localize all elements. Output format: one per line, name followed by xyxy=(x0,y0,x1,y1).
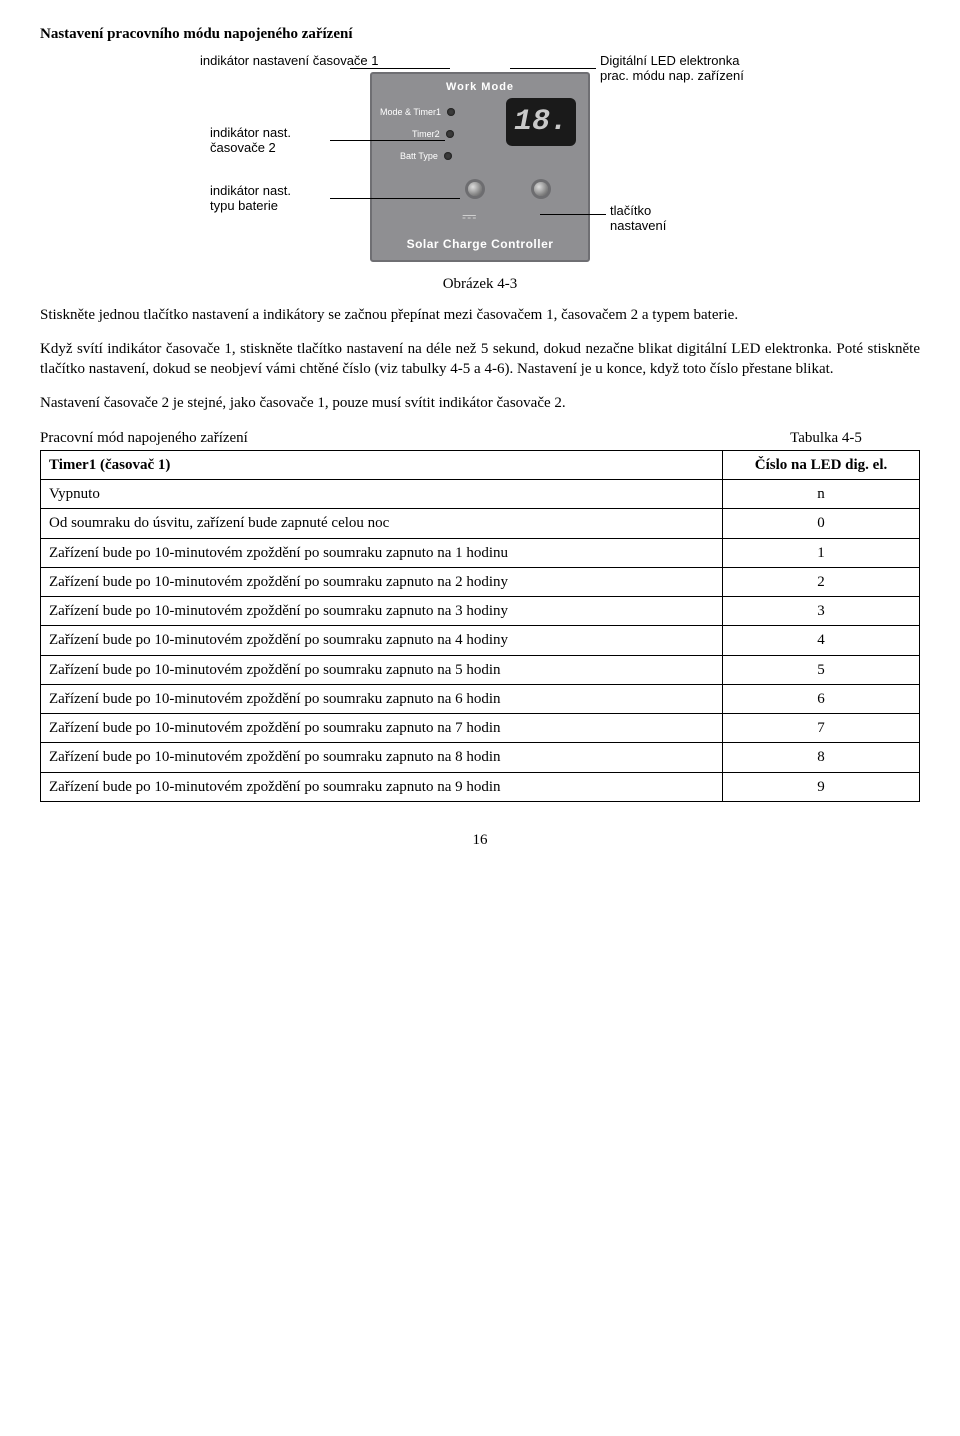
table-cell-value: 9 xyxy=(723,772,920,801)
device-illustration: Work Mode Mode & Timer1 Timer2 Batt Type… xyxy=(370,72,590,262)
device-row1-text: Mode & Timer1 xyxy=(380,106,441,118)
table-cell-value: 1 xyxy=(723,538,920,567)
device-footer: Solar Charge Controller xyxy=(372,236,588,252)
device-workmode-label: Work Mode xyxy=(380,80,580,95)
table-cell-label: Zařízení bude po 10-minutovém zpoždění p… xyxy=(41,714,723,743)
table-header-right: Číslo na LED dig. el. xyxy=(723,450,920,479)
paragraph-2: Když svítí indikátor časovače 1, stiskně… xyxy=(40,339,920,380)
label-digital-led: Digitální LED elektronka prac. módu nap.… xyxy=(600,54,770,84)
table-cell-label: Zařízení bude po 10-minutovém zpoždění p… xyxy=(41,655,723,684)
leader-line xyxy=(540,214,606,215)
table-cell-value: 8 xyxy=(723,743,920,772)
table-cell-value: 2 xyxy=(723,567,920,596)
table-cell-label: Vypnuto xyxy=(41,480,723,509)
label-indicator-timer1: indikátor nastavení časovače 1 xyxy=(200,54,400,69)
label-indicator-timer2: indikátor nast. časovače 2 xyxy=(210,126,340,156)
divider-icon: ⎓ xyxy=(462,204,476,228)
table-row: Zařízení bude po 10-minutovém zpoždění p… xyxy=(41,714,920,743)
table-row: Zařízení bude po 10-minutovém zpoždění p… xyxy=(41,772,920,801)
table-cell-label: Zařízení bude po 10-minutovém zpoždění p… xyxy=(41,772,723,801)
table-cell-value: 5 xyxy=(723,655,920,684)
table-row: Zařízení bude po 10-minutovém zpoždění p… xyxy=(41,684,920,713)
table-cell-label: Zařízení bude po 10-minutovém zpoždění p… xyxy=(41,538,723,567)
device-button-left xyxy=(468,182,482,196)
table-row: Od soumraku do úsvitu, zařízení bude zap… xyxy=(41,509,920,538)
paragraph-3: Nastavení časovače 2 je stejné, jako čas… xyxy=(40,393,920,413)
led-icon xyxy=(446,130,454,138)
label-indicator-batt: indikátor nast. typu baterie xyxy=(210,184,340,214)
device-display: 18. xyxy=(506,98,576,146)
leader-line xyxy=(510,68,596,69)
mode-table: Timer1 (časovač 1) Číslo na LED dig. el.… xyxy=(40,450,920,802)
section-title: Nastavení pracovního módu napojeného zař… xyxy=(40,24,920,44)
table-cell-label: Zařízení bude po 10-minutovém zpoždění p… xyxy=(41,743,723,772)
device-row2-text: Timer2 xyxy=(412,128,440,140)
table-title-left: Pracovní mód napojeného zařízení xyxy=(40,428,248,448)
figure-caption: Obrázek 4-3 xyxy=(40,274,920,294)
table-cell-value: 0 xyxy=(723,509,920,538)
table-row: Zařízení bude po 10-minutovém zpoždění p… xyxy=(41,743,920,772)
leader-line xyxy=(350,68,450,69)
table-cell-label: Od soumraku do úsvitu, zařízení bude zap… xyxy=(41,509,723,538)
led-icon xyxy=(444,152,452,160)
table-header-left: Timer1 (časovač 1) xyxy=(41,450,723,479)
table-row: Zařízení bude po 10-minutovém zpoždění p… xyxy=(41,597,920,626)
table-cell-value: n xyxy=(723,480,920,509)
paragraph-1: Stiskněte jednou tlačítko nastavení a in… xyxy=(40,305,920,325)
page-number: 16 xyxy=(40,830,920,850)
table-row: Vypnuton xyxy=(41,480,920,509)
table-cell-value: 3 xyxy=(723,597,920,626)
table-cell-label: Zařízení bude po 10-minutovém zpoždění p… xyxy=(41,684,723,713)
table-cell-value: 6 xyxy=(723,684,920,713)
table-row: Zařízení bude po 10-minutovém zpoždění p… xyxy=(41,538,920,567)
table-row: Zařízení bude po 10-minutovém zpoždění p… xyxy=(41,655,920,684)
leader-line xyxy=(330,140,445,141)
figure-area: Work Mode Mode & Timer1 Timer2 Batt Type… xyxy=(40,54,920,268)
table-cell-label: Zařízení bude po 10-minutovém zpoždění p… xyxy=(41,567,723,596)
table-cell-value: 7 xyxy=(723,714,920,743)
device-row3-text: Batt Type xyxy=(400,150,438,162)
device-button-right xyxy=(534,182,548,196)
table-row: Zařízení bude po 10-minutovém zpoždění p… xyxy=(41,626,920,655)
led-icon xyxy=(447,108,455,116)
table-row: Zařízení bude po 10-minutovém zpoždění p… xyxy=(41,567,920,596)
table-header-row: Timer1 (časovač 1) Číslo na LED dig. el. xyxy=(41,450,920,479)
label-button-set: tlačítko nastavení xyxy=(610,204,730,234)
table-cell-value: 4 xyxy=(723,626,920,655)
table-title-right: Tabulka 4-5 xyxy=(732,428,920,448)
leader-line xyxy=(330,198,460,199)
table-cell-label: Zařízení bude po 10-minutovém zpoždění p… xyxy=(41,626,723,655)
table-title-row: Pracovní mód napojeného zařízení Tabulka… xyxy=(40,428,920,448)
table-cell-label: Zařízení bude po 10-minutovém zpoždění p… xyxy=(41,597,723,626)
figure-wrap: Work Mode Mode & Timer1 Timer2 Batt Type… xyxy=(210,54,750,268)
